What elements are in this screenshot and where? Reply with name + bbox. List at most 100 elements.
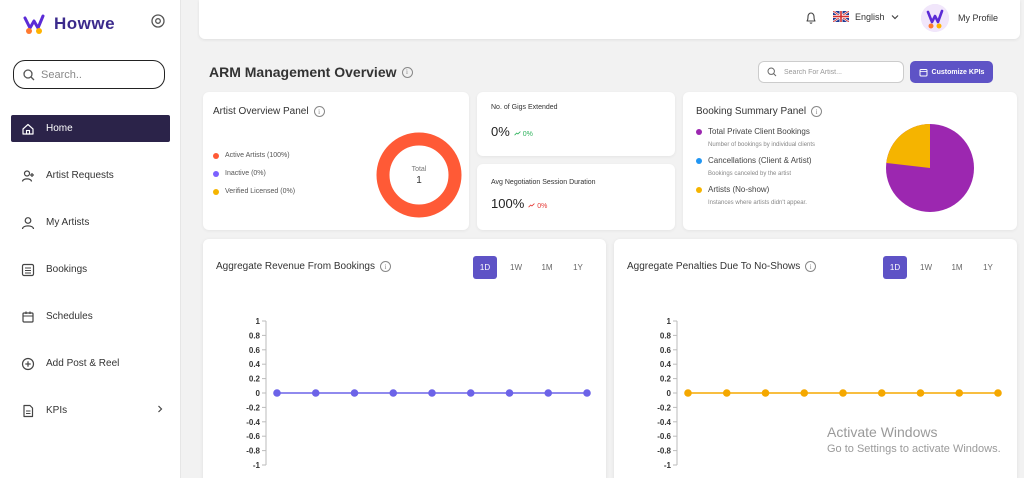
customize-kpis-button[interactable]: Customize KPIs [910, 61, 993, 83]
sidebar-item-schedules[interactable]: Schedules [11, 303, 170, 330]
logo-mark-icon [23, 14, 45, 34]
artist-search-input[interactable] [784, 68, 894, 76]
kpi-value-row: 0% 0% [491, 124, 533, 139]
data-point[interactable] [350, 389, 359, 397]
sidebar-item-artist-requests[interactable]: Artist Requests [11, 162, 170, 189]
y-tick-label: -0.4 [246, 418, 260, 427]
uk-flag-icon [833, 11, 849, 22]
donut-value: 1 [416, 175, 422, 186]
legend-item: Verified Licensed (0%) [213, 188, 295, 195]
data-point[interactable] [428, 389, 436, 397]
sidebar-item-label: Bookings [46, 264, 88, 275]
legend-item: Inactive (0%) [213, 170, 266, 177]
revenue-line-chart: 1 0.8 0.6 0.4 0.2 0 -0.2 -0.4 -0.6 -0.8 -1 [246, 317, 591, 470]
info-icon[interactable]: i [379, 261, 391, 272]
range-tab-1w[interactable]: 1W [510, 263, 522, 272]
data-point[interactable] [466, 389, 475, 397]
legend-dot [696, 186, 702, 193]
y-tick-label: 0.4 [660, 360, 672, 369]
data-point[interactable] [273, 389, 281, 397]
search-icon [23, 68, 35, 80]
sidebar-item-my-artists[interactable]: My Artists [11, 209, 170, 236]
range-tab-1d[interactable]: 1D [473, 256, 497, 279]
avatar [921, 4, 949, 32]
info-icon[interactable]: i [811, 106, 823, 117]
y-tick-label: 0.8 [249, 331, 261, 340]
sidebar-search-input[interactable] [41, 68, 151, 81]
sidebar-item-home[interactable]: Home [11, 115, 170, 142]
trend-down-icon [528, 203, 535, 208]
data-point[interactable] [761, 389, 770, 397]
data-point[interactable] [839, 389, 847, 397]
y-tick-label: -0.4 [657, 418, 671, 427]
settings-icon[interactable] [150, 13, 166, 29]
kpi-delta-value: 0% [522, 131, 533, 138]
sidebar-item-label: Schedules [46, 311, 93, 322]
watermark-title: Activate Windows [827, 424, 938, 440]
data-point[interactable] [389, 389, 398, 397]
profile-menu[interactable]: My Profile [921, 4, 998, 32]
chart-title-text: Aggregate Revenue From Bookings [216, 261, 375, 272]
legend-sub-label: Instances where artists didn't appear. [708, 200, 807, 206]
language-selector[interactable]: English [833, 11, 899, 22]
calendar-icon [21, 310, 35, 324]
profile-label: My Profile [958, 13, 999, 23]
data-point[interactable] [684, 389, 692, 397]
y-tick-label: -0.6 [246, 432, 260, 441]
legend-label: Active Artists (100%) [225, 152, 290, 159]
artist-search[interactable] [758, 61, 904, 83]
sidebar-item-label: Add Post & Reel [46, 358, 120, 369]
range-tab-1y[interactable]: 1Y [573, 263, 583, 272]
sidebar-item-label: Artist Requests [46, 170, 114, 181]
page-title-text: ARM Management Overview [209, 64, 397, 80]
search-icon [767, 67, 777, 77]
app-logo[interactable]: Howwe [22, 12, 115, 36]
data-point[interactable] [311, 389, 320, 397]
data-point[interactable] [916, 389, 925, 397]
data-point[interactable] [994, 389, 1002, 397]
bell-icon[interactable] [805, 11, 817, 25]
y-tick-label: 0.4 [249, 360, 261, 369]
artist-overview-card: Artist Overview Panel i Active Artists (… [203, 92, 469, 230]
range-tab-1y[interactable]: 1Y [983, 263, 993, 272]
customize-kpis-label: Customize KPIs [931, 68, 985, 76]
booking-summary-title: Booking Summary Panel i [696, 106, 823, 117]
info-icon[interactable]: i [805, 261, 817, 272]
revenue-range-tabs: 1D 1W 1M 1Y [473, 256, 597, 279]
data-point[interactable] [800, 389, 809, 397]
y-tick-label: 1 [667, 317, 672, 326]
sidebar-search[interactable] [13, 60, 165, 89]
booking-legend-item: Total Private Client Bookings [696, 127, 810, 136]
data-point[interactable] [583, 389, 591, 397]
home-icon [21, 122, 35, 136]
artist-overview-title-text: Artist Overview Panel [213, 106, 309, 117]
kpi-label: No. of Gigs Extended [491, 104, 558, 111]
data-point[interactable] [544, 389, 553, 397]
range-tab-1m[interactable]: 1M [951, 263, 963, 272]
sidebar-item-bookings[interactable]: Bookings [11, 256, 170, 283]
pie-slice-no-show [886, 124, 930, 168]
data-point[interactable] [877, 389, 886, 397]
range-tab-1m[interactable]: 1M [541, 263, 553, 272]
penalties-chart-card: Aggregate Penalties Due To No-Shows i 1D… [614, 239, 1017, 478]
y-tick-label: 0.2 [249, 375, 261, 384]
sidebar-item-kpis[interactable]: KPIs [11, 397, 170, 424]
app-name: Howwe [54, 14, 116, 33]
y-tick-label: 0.6 [249, 346, 261, 355]
y-tick-label: 0 [667, 389, 672, 398]
range-tab-1d[interactable]: 1D [883, 256, 907, 279]
y-tick-label: 0.6 [660, 346, 672, 355]
data-point[interactable] [722, 389, 731, 397]
chart-title-text: Aggregate Penalties Due To No-Shows [627, 261, 801, 272]
legend-label: Total Private Client Bookings [708, 127, 810, 136]
info-icon[interactable]: i [401, 66, 413, 78]
sidebar-item-add-post-reel[interactable]: Add Post & Reel [11, 350, 170, 377]
user-icon [21, 216, 35, 230]
info-icon[interactable]: i [313, 106, 325, 117]
data-point[interactable] [505, 389, 514, 397]
y-tick-label: -1 [664, 461, 672, 470]
legend-sub-label: Bookings canceled by the artist [708, 171, 792, 177]
kpi-value-row: 100% 0% [491, 196, 547, 211]
range-tab-1w[interactable]: 1W [920, 263, 932, 272]
data-point[interactable] [955, 389, 964, 397]
